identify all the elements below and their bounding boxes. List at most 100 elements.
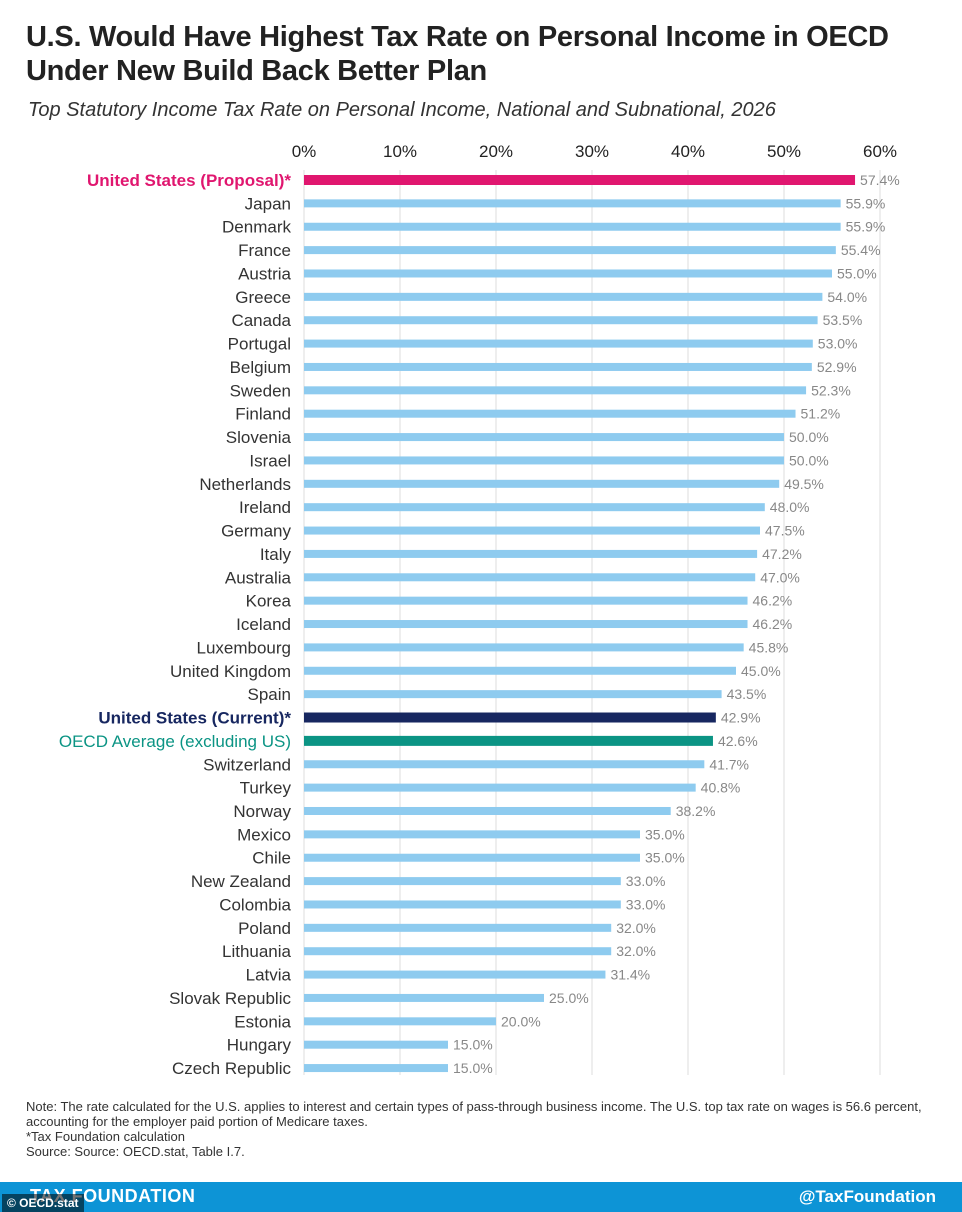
data-label: 40.8% (701, 780, 741, 796)
data-label: 52.3% (811, 382, 851, 398)
category-label: Portugal (228, 335, 291, 354)
bar (304, 456, 784, 465)
bar (304, 1017, 496, 1026)
bar (304, 222, 841, 231)
category-label: Canada (231, 311, 291, 330)
bar (304, 362, 812, 371)
data-label: 55.4% (841, 242, 881, 258)
data-label: 41.7% (709, 756, 749, 772)
bar (304, 877, 621, 886)
category-label: Slovak Republic (169, 989, 291, 1008)
bar (304, 923, 612, 932)
bar (304, 292, 823, 301)
bar (304, 712, 716, 723)
bar (304, 970, 606, 979)
bar (304, 853, 640, 862)
category-label: Korea (246, 592, 292, 611)
data-label: 53.5% (823, 312, 863, 328)
bar (304, 1040, 448, 1049)
category-label: Belgium (230, 358, 291, 377)
data-label: 53.0% (818, 336, 858, 352)
bar (304, 503, 765, 512)
data-label: 15.0% (453, 1060, 493, 1076)
category-label: Chile (252, 849, 291, 868)
bar (304, 783, 696, 792)
data-label: 45.0% (741, 663, 781, 679)
bar (304, 386, 807, 395)
twitter-handle: @TaxFoundation (798, 1187, 936, 1206)
bar (304, 526, 760, 535)
footer-bar: TAX FOUNDATION @TaxFoundation (0, 1182, 962, 1212)
data-label: 32.0% (616, 943, 656, 959)
bar (304, 1064, 448, 1073)
bar (304, 735, 713, 746)
category-label: Austria (238, 264, 291, 283)
x-tick-label: 60% (863, 142, 897, 161)
data-label: 46.2% (753, 616, 793, 632)
data-label: 42.6% (718, 733, 758, 749)
category-label: Italy (260, 545, 292, 564)
category-label: Turkey (240, 779, 292, 798)
bar (304, 760, 705, 769)
bar (304, 666, 736, 675)
x-tick-label: 30% (575, 142, 609, 161)
x-tick-label: 0% (292, 142, 317, 161)
data-label: 31.4% (610, 967, 650, 983)
bar (304, 900, 621, 909)
data-label: 20.0% (501, 1013, 541, 1029)
bar (304, 316, 818, 325)
chart-title-line2: Under New Build Back Better Plan (26, 55, 487, 87)
note-text: Note: The rate calculated for the U.S. a… (26, 1099, 922, 1129)
bar (304, 269, 832, 278)
category-label: Colombia (219, 895, 291, 914)
category-label: Denmark (222, 218, 291, 237)
data-label: 43.5% (727, 686, 767, 702)
x-tick-label: 50% (767, 142, 801, 161)
data-label: 54.0% (827, 289, 867, 305)
category-label: Latvia (246, 966, 292, 985)
category-label: Japan (245, 194, 291, 213)
data-label: 55.0% (837, 265, 877, 281)
bar (304, 573, 756, 582)
category-label: Finland (235, 405, 291, 424)
category-label: Israel (249, 451, 291, 470)
bar (304, 175, 856, 185)
category-label: France (238, 241, 291, 260)
bar (304, 246, 836, 255)
data-label: 55.9% (846, 195, 886, 211)
chart-title-line1: U.S. Would Have Highest Tax Rate on Pers… (26, 21, 889, 53)
data-label: 47.2% (762, 546, 802, 562)
data-label: 49.5% (784, 476, 824, 492)
data-label: 50.0% (789, 429, 829, 445)
x-tick-label: 10% (383, 142, 417, 161)
bar (304, 830, 640, 839)
bar (304, 479, 780, 488)
category-label: Australia (225, 568, 292, 587)
category-label: Germany (221, 522, 291, 541)
category-label: Sweden (230, 381, 291, 400)
bar (304, 199, 841, 208)
data-label: 50.0% (789, 452, 829, 468)
data-label: 57.4% (860, 172, 900, 188)
x-tick-label: 40% (671, 142, 705, 161)
data-label: 15.0% (453, 1037, 493, 1053)
bar-chart: 0% 10% 20% 30% 40% 50% 60% United States (Propo… (59, 142, 900, 1078)
bar (304, 339, 813, 348)
chart-title: U.S. Would Have Highest Tax Rate on Pers… (26, 20, 946, 88)
bar (304, 993, 544, 1002)
data-label: 32.0% (616, 920, 656, 936)
chart-subtitle: Top Statutory Income Tax Rate on Persona… (28, 99, 776, 121)
data-label: 47.0% (760, 569, 800, 585)
bar (304, 549, 758, 558)
category-label: Czech Republic (172, 1059, 292, 1078)
category-label: OECD Average (excluding US) (59, 732, 291, 751)
category-label: Estonia (234, 1012, 291, 1031)
bar (304, 433, 784, 442)
bar (304, 643, 744, 652)
data-label: 51.2% (801, 406, 841, 422)
category-label: Switzerland (203, 755, 291, 774)
data-label: 55.9% (846, 219, 886, 235)
data-label: 46.2% (753, 593, 793, 609)
x-tick-label: 20% (479, 142, 513, 161)
data-label: 48.0% (770, 499, 810, 515)
